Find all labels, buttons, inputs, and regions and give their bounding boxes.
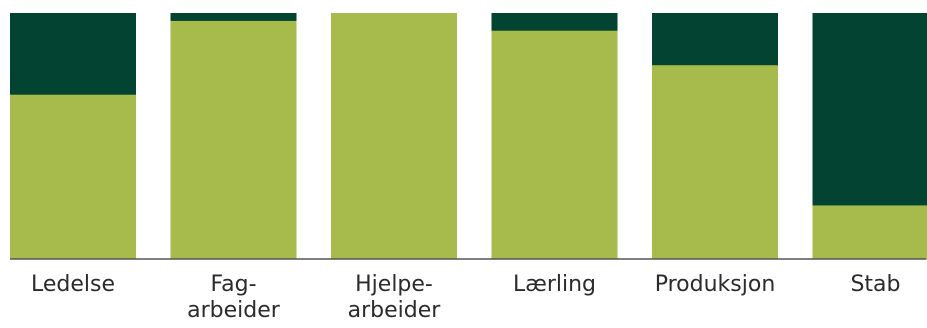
bar-segment-upper-1 (10, 13, 136, 95)
bar-segment-upper-4 (491, 13, 618, 31)
bar-segment-lower-2 (170, 20, 297, 260)
bar-segment-upper-6 (812, 13, 927, 206)
category-label-5: Produksjon (654, 272, 776, 297)
bar-segment-upper-5 (652, 13, 778, 66)
category-label-6: Stab (850, 272, 901, 297)
category-label-3: Hjelpe- arbeider (347, 272, 441, 323)
category-label-2: Fag- arbeider (187, 272, 280, 323)
bar-segment-upper-2 (170, 13, 297, 21)
bar-segment-lower-3 (331, 13, 457, 260)
category-label-4: Lærling (512, 272, 597, 297)
bar-segment-lower-4 (491, 30, 618, 260)
category-label-1: Ledelse (30, 272, 115, 297)
bar-segment-lower-6 (812, 204, 927, 260)
bar-segment-lower-5 (652, 64, 778, 260)
bar-segment-lower-1 (10, 94, 136, 260)
